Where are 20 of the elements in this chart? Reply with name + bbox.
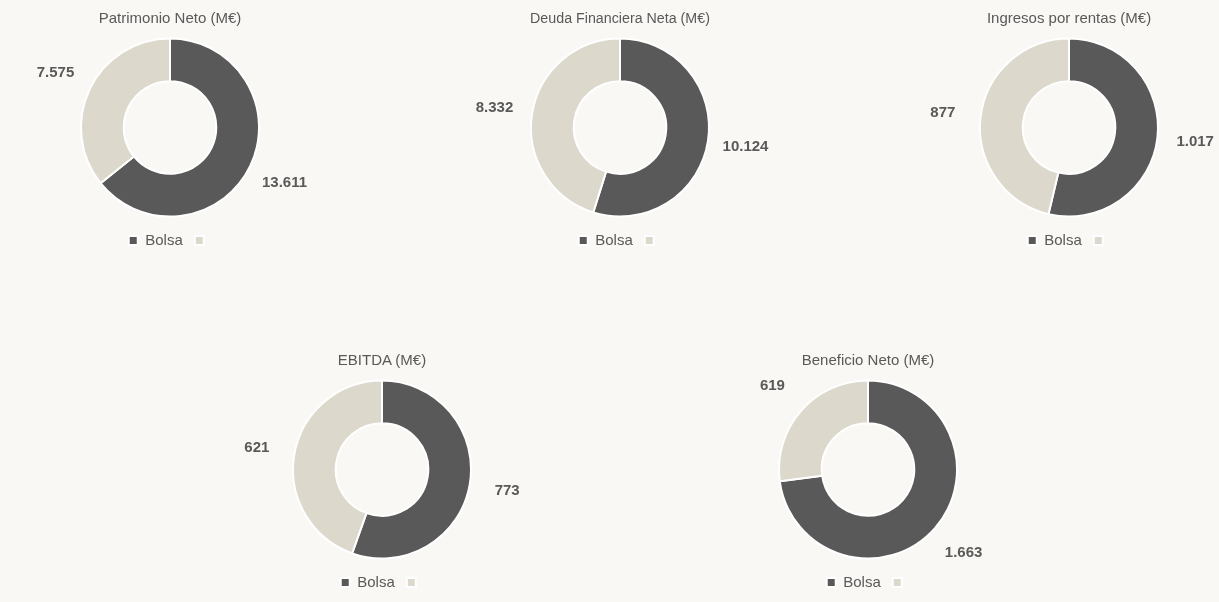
chart-title: Ingresos por rentas (M€) bbox=[986, 9, 1152, 27]
legend-label: Bolsa bbox=[1044, 230, 1083, 248]
legend-label: Bolsa bbox=[595, 230, 634, 248]
chart-title: EBITDA (M€) bbox=[337, 351, 427, 369]
data-label: 1.017 bbox=[1176, 132, 1214, 150]
data-label: 10.124 bbox=[722, 136, 770, 154]
data-label: 619 bbox=[759, 376, 785, 394]
data-label: 1.663 bbox=[944, 543, 983, 561]
data-label: 7.575 bbox=[36, 62, 75, 80]
chart-title: Deuda Financiera Neta (M€) bbox=[530, 9, 710, 27]
data-label: 8.332 bbox=[475, 98, 514, 116]
data-label: 877 bbox=[930, 102, 956, 120]
data-label: 621 bbox=[244, 437, 270, 455]
chart-title: Patrimonio Neto (M€) bbox=[98, 9, 242, 27]
data-label: 13.611 bbox=[261, 172, 308, 190]
data-label: 773 bbox=[494, 481, 520, 499]
legend-label: Bolsa bbox=[145, 230, 184, 248]
chart-title: Beneficio Neto (M€) bbox=[801, 351, 935, 369]
legend-label: Bolsa bbox=[843, 572, 882, 590]
legend-label: Bolsa bbox=[357, 572, 396, 590]
